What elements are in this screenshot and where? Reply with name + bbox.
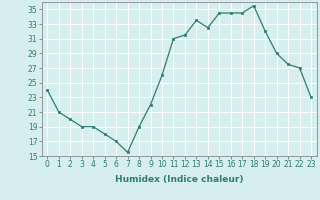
X-axis label: Humidex (Indice chaleur): Humidex (Indice chaleur) <box>115 175 244 184</box>
